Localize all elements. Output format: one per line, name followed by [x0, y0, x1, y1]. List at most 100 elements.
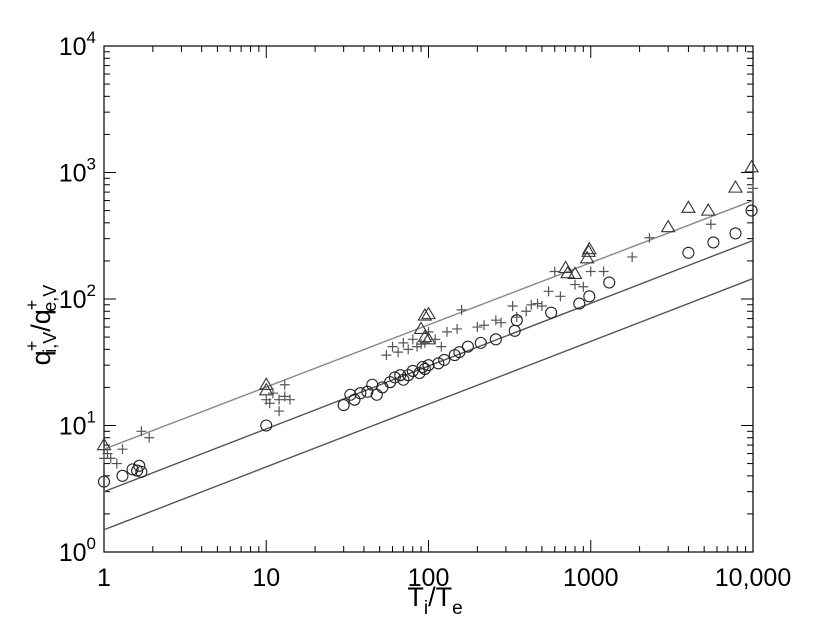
triangle-point [567, 266, 583, 279]
circle-point [461, 340, 474, 353]
plus-point [456, 304, 467, 315]
plus-point [472, 322, 483, 333]
plus-point [284, 394, 295, 405]
circle-point [745, 204, 758, 217]
plus-point [748, 183, 758, 194]
plus-point [412, 341, 423, 352]
plus-point [398, 337, 409, 348]
circle-point [260, 419, 273, 432]
plus-point [393, 347, 404, 358]
plus-point [543, 286, 554, 297]
triangle-point [560, 265, 576, 279]
plus-point [419, 337, 430, 348]
x-axis-title-base: T [407, 582, 424, 612]
circle-point [384, 376, 397, 389]
plus-point [521, 306, 532, 317]
y-tick-label: 102 [59, 281, 96, 314]
y-axis-title-q: q [26, 350, 56, 365]
circle-point [97, 475, 111, 488]
y-tick-label: 100 [59, 534, 96, 567]
circle-point [126, 463, 139, 476]
plus-point [452, 323, 463, 334]
plot-frame [103, 45, 754, 553]
triangle-point [581, 244, 597, 257]
y-tick-label: 103 [59, 155, 96, 188]
plus-point [430, 334, 441, 345]
circle-point [418, 362, 431, 375]
triangle-point [700, 202, 716, 216]
plus-point [570, 279, 581, 290]
fit-line [103, 277, 754, 531]
plus-point [136, 426, 147, 437]
y-tick-label-exponent: 0 [87, 534, 96, 553]
plus-point [274, 406, 285, 417]
circle-point [337, 399, 350, 412]
circle-point [603, 276, 616, 289]
plus-point [264, 398, 275, 409]
data-points [96, 159, 760, 488]
plus-point [479, 320, 490, 331]
plus-point [381, 350, 392, 361]
x-axis-title: Ti/Te [407, 582, 462, 619]
circle-point [583, 290, 596, 303]
circle-point [388, 371, 401, 384]
plus-point [598, 266, 609, 277]
circle-point [354, 387, 367, 400]
plus-point [507, 301, 518, 312]
fit-line [103, 199, 754, 450]
plus-point [511, 312, 522, 323]
y-tick-label: 104 [59, 28, 96, 61]
plus-point [549, 266, 560, 277]
plus-point [536, 301, 547, 312]
circle-point [510, 314, 523, 327]
plus-point [274, 394, 285, 405]
plus-point [644, 232, 655, 243]
triangle-point [558, 260, 574, 274]
x-tick-label: 10,000 [715, 564, 791, 592]
y-axis-title-slash: / [26, 324, 56, 332]
y-tick-label-base: 10 [59, 413, 87, 441]
plus-point [117, 444, 128, 455]
circle-point [545, 306, 558, 319]
circle-point [573, 297, 586, 310]
y-tick-label-exponent: 2 [87, 281, 96, 300]
circle-point [402, 369, 415, 382]
y-axis-title-q2: q [26, 309, 56, 324]
circle-point [707, 236, 720, 249]
plus-point [627, 251, 638, 262]
y-axis-title-sub-e: e,V [40, 285, 60, 312]
y-axis-title-sup-e: + [22, 300, 42, 311]
x-tick-label: 100 [408, 564, 450, 592]
plus-point [705, 219, 716, 230]
triangle-point [680, 200, 696, 213]
x-tick-label: 10 [252, 564, 280, 592]
x-tick-labels: 1 10 100 1000 10,000 [97, 564, 791, 592]
plus-point [526, 299, 537, 310]
triangle-point [258, 377, 274, 390]
plus-point [267, 388, 278, 399]
plus-point [279, 391, 290, 402]
plus-point [496, 317, 507, 328]
plus-point [387, 341, 398, 352]
x-axis-title-sub1: i [424, 598, 428, 619]
y-axis-title-sup-i: + [22, 341, 42, 352]
triangle-point [728, 179, 743, 193]
x-tick-label: 1000 [563, 564, 619, 592]
y-tick-label-exponent: 4 [87, 28, 96, 47]
triangle-point [579, 250, 595, 264]
circle-point [370, 388, 383, 401]
triangle-point [96, 437, 112, 451]
y-axis-title-sub-i: i,V [40, 332, 60, 353]
y-axis-title: q+i,V/q+e,V [22, 285, 60, 366]
plus-point [111, 458, 122, 469]
circle-point [453, 346, 466, 359]
y-tick-label-base: 10 [59, 286, 87, 314]
plus-point [532, 298, 543, 309]
circle-point [416, 360, 429, 374]
plus-point [407, 334, 418, 345]
circle-point [133, 459, 146, 472]
plus-point [441, 326, 452, 337]
triangle-point [581, 241, 597, 255]
